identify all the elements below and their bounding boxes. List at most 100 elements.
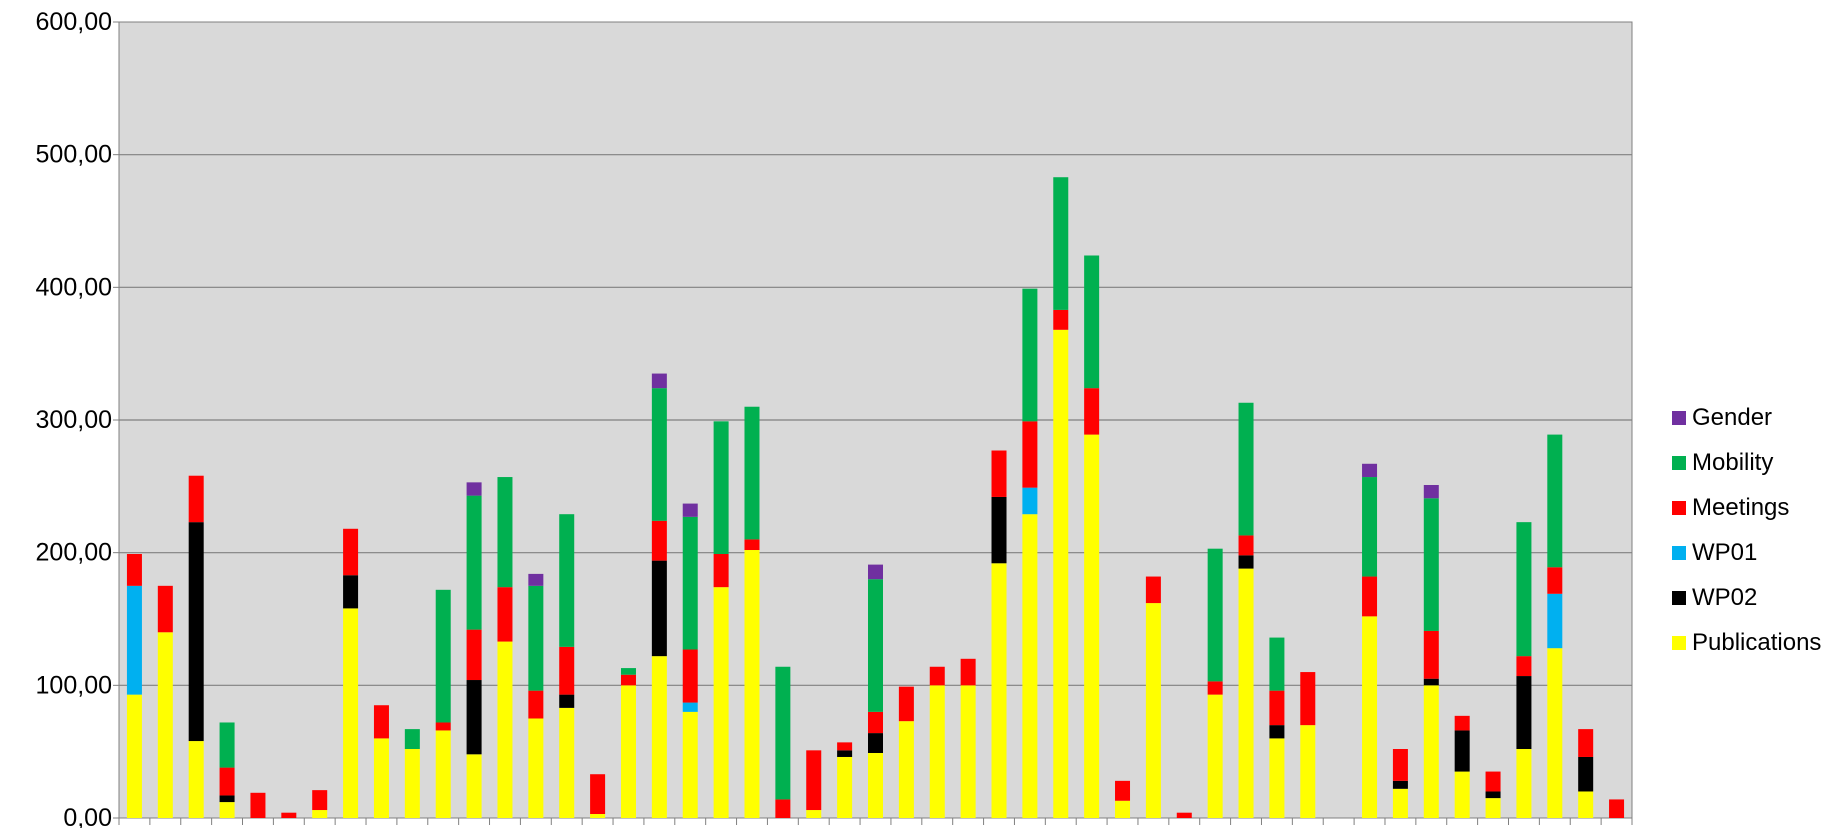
bar-segment-meetings bbox=[1300, 672, 1316, 726]
bar-segment-mobility bbox=[1207, 548, 1223, 682]
bar-segment-meetings bbox=[1269, 690, 1285, 726]
bar-segment-publications bbox=[1423, 685, 1439, 818]
bar-segment-publications bbox=[868, 752, 883, 818]
legend-swatch-publications bbox=[1672, 635, 1686, 650]
bar-segment-wp02 bbox=[1269, 725, 1285, 739]
bar-segment-meetings bbox=[1238, 535, 1254, 556]
legend: Gender Mobility Meetings WP01 WP02 Publi… bbox=[1672, 395, 1842, 665]
bar-segment-wp02 bbox=[559, 694, 575, 708]
bar-segment-meetings bbox=[682, 649, 698, 703]
bar-segment-publications bbox=[1485, 798, 1501, 818]
bar-segment-meetings bbox=[1053, 309, 1069, 330]
bar-segment-mobility bbox=[435, 589, 451, 723]
bar-segment-wp02 bbox=[1392, 780, 1408, 789]
axes bbox=[113, 21, 1633, 825]
bar-segment-meetings bbox=[373, 705, 389, 739]
bar-segment-mobility bbox=[1053, 177, 1069, 310]
legend-item-wp02[interactable]: WP02 bbox=[1672, 575, 1842, 620]
y-tick-label: 0,00 bbox=[63, 804, 112, 828]
bar-segment-publications bbox=[466, 754, 482, 818]
bar-segment-publications bbox=[559, 707, 575, 818]
bar-segment-wp02 bbox=[651, 560, 667, 657]
bar-segment-publications bbox=[312, 810, 328, 818]
bar-segment-wp02 bbox=[1423, 678, 1439, 686]
bar-segment-wp01 bbox=[1022, 487, 1038, 515]
bar-segment-mobility bbox=[868, 579, 883, 712]
bar-segment-mobility bbox=[1362, 477, 1378, 577]
bar-segment-meetings bbox=[651, 520, 667, 561]
bar-segment-publications bbox=[682, 711, 698, 818]
bar-segment-meetings bbox=[528, 690, 544, 719]
bar-segment-publications bbox=[960, 685, 976, 818]
legend-swatch-gender bbox=[1672, 410, 1686, 425]
bar-segment-mobility bbox=[219, 722, 235, 768]
bar-segment-mobility bbox=[682, 516, 698, 650]
bar-segment-meetings bbox=[929, 666, 945, 686]
bar-segment-wp02 bbox=[991, 496, 1007, 564]
y-tick-label: 600,00 bbox=[36, 8, 112, 36]
bar-segment-wp02 bbox=[868, 733, 883, 753]
bar-segment-publications bbox=[590, 814, 606, 818]
legend-item-publications[interactable]: Publications bbox=[1672, 620, 1842, 665]
bar-segment-publications bbox=[1269, 738, 1285, 818]
bar-segment-meetings bbox=[126, 553, 142, 586]
bar-segment-meetings bbox=[219, 767, 235, 796]
bar-segment-mobility bbox=[528, 585, 544, 691]
bar-segment-meetings bbox=[343, 528, 359, 576]
bar-segment-publications bbox=[497, 641, 513, 818]
bar-segment-wp01 bbox=[682, 702, 698, 712]
bar-segment-publications bbox=[343, 608, 359, 818]
bar-segment-meetings bbox=[466, 629, 482, 681]
legend-label-publications: Publications bbox=[1692, 628, 1822, 656]
bar-segment-gender bbox=[528, 573, 544, 586]
bar-segment-wp02 bbox=[188, 522, 204, 742]
legend-item-gender[interactable]: Gender bbox=[1672, 395, 1842, 440]
y-tick-labels: 0,00 100,00 200,00 300,00 400,00 500,00 600,00 bbox=[36, 8, 112, 828]
bar-segment-mobility bbox=[559, 514, 575, 647]
legend-swatch-mobility bbox=[1672, 455, 1686, 470]
bar-segment-meetings bbox=[868, 711, 883, 734]
bar-segment-meetings bbox=[1022, 421, 1038, 488]
bar-segment-publications bbox=[713, 587, 729, 818]
bar-segment-wp02 bbox=[343, 575, 359, 609]
bar-segment-publications bbox=[806, 810, 822, 818]
bar-segment-meetings bbox=[1176, 812, 1192, 818]
legend-item-meetings[interactable]: Meetings bbox=[1672, 485, 1842, 530]
bar-segment-meetings bbox=[281, 812, 297, 818]
bar-segment-mobility bbox=[775, 666, 791, 800]
bar-segment-wp02 bbox=[1578, 756, 1594, 792]
bar-segment-publications bbox=[1454, 771, 1470, 818]
bar-segment-meetings bbox=[960, 658, 976, 686]
bar-segment-mobility bbox=[713, 421, 729, 554]
bar-segment-wp02 bbox=[466, 680, 482, 755]
bar-segment-meetings bbox=[1454, 715, 1470, 731]
bar-segment-publications bbox=[373, 738, 389, 818]
bar-segment-publications bbox=[1145, 603, 1161, 818]
bar-segment-meetings bbox=[837, 742, 853, 751]
bar-segment-wp02 bbox=[219, 795, 235, 803]
legend-label-wp01: WP01 bbox=[1692, 538, 1758, 566]
bar-segment-meetings bbox=[775, 799, 791, 818]
bar-segment-meetings bbox=[590, 774, 606, 815]
bar-segment-meetings bbox=[806, 750, 822, 811]
bar-segment-publications bbox=[1547, 648, 1563, 818]
legend-label-mobility: Mobility bbox=[1692, 448, 1774, 476]
bar-segment-meetings bbox=[1609, 799, 1625, 818]
bar-segment-meetings bbox=[1115, 780, 1131, 801]
bar-segment-mobility bbox=[744, 406, 760, 540]
bar-segment-meetings bbox=[1362, 576, 1378, 617]
y-tick-label: 300,00 bbox=[36, 406, 112, 434]
bar-segment-publications bbox=[837, 756, 853, 818]
bar-segment-meetings bbox=[250, 792, 266, 818]
bar-segment-publications bbox=[929, 685, 945, 818]
bar-segment-meetings bbox=[559, 646, 575, 695]
legend-label-meetings: Meetings bbox=[1692, 493, 1790, 521]
legend-swatch-wp01 bbox=[1672, 545, 1686, 560]
bar-segment-gender bbox=[1423, 485, 1439, 499]
bar-segment-publications bbox=[1392, 788, 1408, 818]
legend-item-mobility[interactable]: Mobility bbox=[1672, 440, 1842, 485]
legend-item-wp01[interactable]: WP01 bbox=[1672, 530, 1842, 575]
bar-segment-publications bbox=[435, 730, 451, 818]
